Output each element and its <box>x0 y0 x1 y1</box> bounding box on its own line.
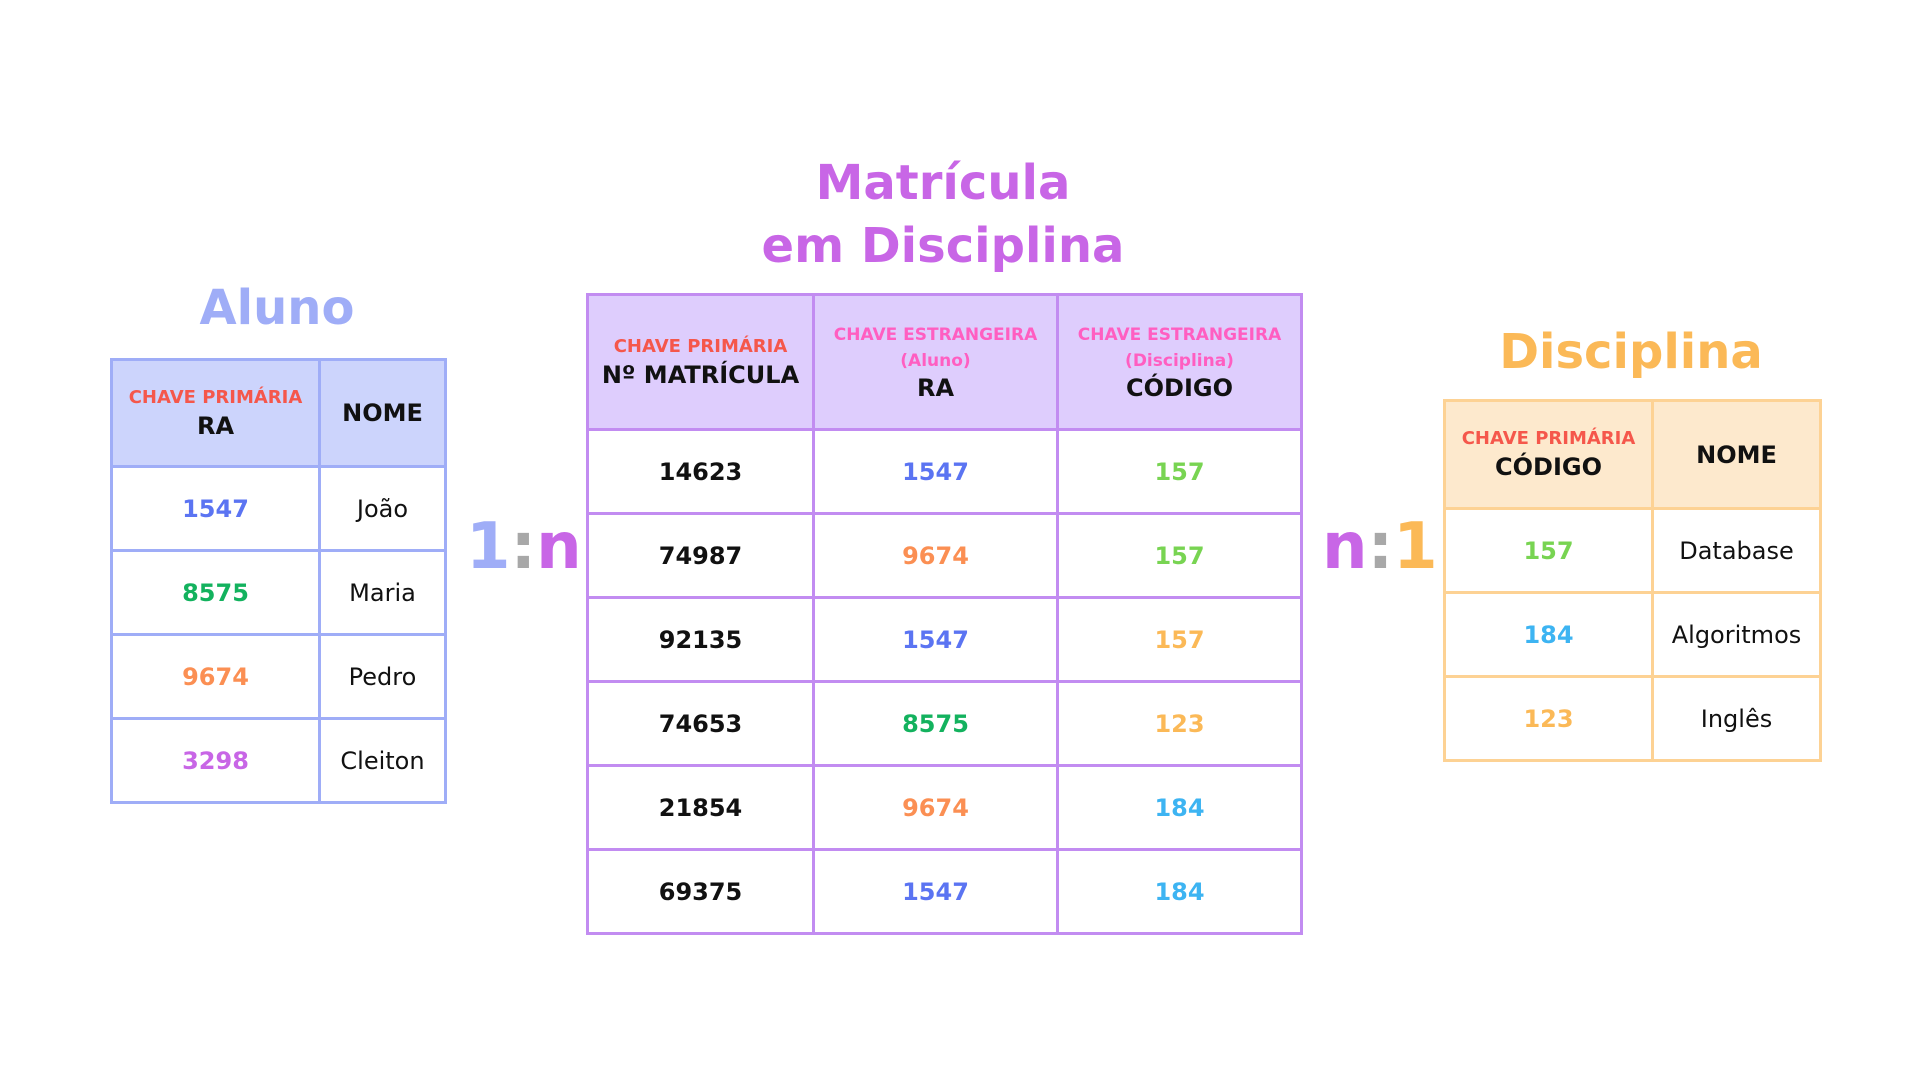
foreign-key-ref: (Disciplina) <box>1125 351 1234 371</box>
matricula-col-matricula: Nº MATRÍCULA <box>601 360 800 389</box>
table-row: 14623 1547 157 <box>586 428 1303 515</box>
disciplina-title: Disciplina <box>1499 324 1763 380</box>
aluno-ra-cell: 9674 <box>110 633 321 720</box>
aluno-title: Aluno <box>199 280 355 336</box>
table-row: 3298 Cleiton <box>110 717 447 804</box>
matricula-codigo-cell: 157 <box>1056 428 1303 515</box>
disciplina-nome-cell: Inglês <box>1651 675 1822 762</box>
cardinality-many: n <box>1322 510 1368 584</box>
disciplina-codigo-cell: 184 <box>1443 591 1654 678</box>
aluno-col-ra: RA <box>196 411 235 440</box>
table-row: 184 Algoritmos <box>1443 591 1822 678</box>
table-row: 8575 Maria <box>110 549 447 636</box>
matricula-id-cell: 14623 <box>586 428 815 515</box>
disciplina-nome-cell: Algoritmos <box>1651 591 1822 678</box>
matricula-title-line2: em Disciplina <box>761 218 1125 274</box>
primary-key-label: CHAVE PRIMÁRIA <box>1461 428 1636 449</box>
table-row: 9674 Pedro <box>110 633 447 720</box>
primary-key-label: CHAVE PRIMÁRIA <box>613 335 788 357</box>
aluno-col-nome: NOME <box>318 358 447 468</box>
disciplina-col-nome: NOME <box>1651 399 1822 510</box>
matricula-ra-cell: 9674 <box>812 512 1059 599</box>
aluno-header-row: CHAVE PRIMÁRIA RA NOME <box>110 358 447 468</box>
table-row: 69375 1547 184 <box>586 848 1303 935</box>
aluno-table: CHAVE PRIMÁRIA RA NOME 1547 João 8575 Ma… <box>110 358 447 804</box>
aluno-nome-cell: Maria <box>318 549 447 636</box>
matricula-id-cell: 21854 <box>586 764 815 851</box>
disciplina-header-row: CHAVE PRIMÁRIA CÓDIGO NOME <box>1443 399 1822 510</box>
matricula-ra-cell: 1547 <box>812 428 1059 515</box>
aluno-header-ra: CHAVE PRIMÁRIA RA <box>110 358 321 468</box>
cardinality-one: 1 <box>1393 510 1438 584</box>
matricula-header-row: CHAVE PRIMÁRIA Nº MATRÍCULA CHAVE ESTRAN… <box>586 293 1303 431</box>
matricula-ra-cell: 1547 <box>812 848 1059 935</box>
table-row: 157 Database <box>1443 507 1822 594</box>
relationship-one-to-many: 1:n <box>466 512 582 582</box>
matricula-codigo-cell: 184 <box>1056 764 1303 851</box>
aluno-nome-cell: Cleiton <box>318 717 447 804</box>
aluno-ra-cell: 8575 <box>110 549 321 636</box>
matricula-codigo-cell: 157 <box>1056 512 1303 599</box>
cardinality-separator: : <box>510 510 537 584</box>
foreign-key-ref: (Aluno) <box>900 351 971 371</box>
matricula-header-ra: CHAVE ESTRANGEIRA (Aluno) RA <box>812 293 1059 431</box>
aluno-ra-cell: 3298 <box>110 717 321 804</box>
matricula-ra-cell: 8575 <box>812 680 1059 767</box>
matricula-id-cell: 69375 <box>586 848 815 935</box>
table-row: 74653 8575 123 <box>586 680 1303 767</box>
cardinality-separator: : <box>1367 510 1394 584</box>
primary-key-label: CHAVE PRIMÁRIA <box>128 386 303 408</box>
disciplina-table: CHAVE PRIMÁRIA CÓDIGO NOME 157 Database … <box>1443 399 1822 762</box>
matricula-codigo-cell: 157 <box>1056 596 1303 683</box>
matricula-ra-cell: 1547 <box>812 596 1059 683</box>
cardinality-one: 1 <box>466 510 511 584</box>
disciplina-nome-cell: Database <box>1651 507 1822 594</box>
disciplina-codigo-cell: 157 <box>1443 507 1654 594</box>
matricula-codigo-cell: 184 <box>1056 848 1303 935</box>
aluno-nome-cell: Pedro <box>318 633 447 720</box>
table-row: 74987 9674 157 <box>586 512 1303 599</box>
matricula-table: CHAVE PRIMÁRIA Nº MATRÍCULA CHAVE ESTRAN… <box>586 293 1303 935</box>
matricula-title: Matrícula em Disciplina <box>586 152 1300 278</box>
matricula-ra-cell: 9674 <box>812 764 1059 851</box>
cardinality-many: n <box>536 510 582 584</box>
disciplina-codigo-cell: 123 <box>1443 675 1654 762</box>
matricula-codigo-cell: 123 <box>1056 680 1303 767</box>
matricula-header-matricula: CHAVE PRIMÁRIA Nº MATRÍCULA <box>586 293 815 431</box>
matricula-id-cell: 74653 <box>586 680 815 767</box>
matricula-id-cell: 74987 <box>586 512 815 599</box>
matricula-title-line1: Matrícula <box>815 155 1071 211</box>
matricula-id-cell: 92135 <box>586 596 815 683</box>
disciplina-col-codigo: CÓDIGO <box>1495 453 1602 481</box>
disciplina-header-codigo: CHAVE PRIMÁRIA CÓDIGO <box>1443 399 1654 510</box>
table-row: 1547 João <box>110 465 447 552</box>
matricula-header-codigo: CHAVE ESTRANGEIRA (Disciplina) CÓDIGO <box>1056 293 1303 431</box>
aluno-ra-cell: 1547 <box>110 465 321 552</box>
table-row: 21854 9674 184 <box>586 764 1303 851</box>
matricula-col-codigo: CÓDIGO <box>1126 374 1233 402</box>
table-row: 123 Inglês <box>1443 675 1822 762</box>
relationship-many-to-one: n:1 <box>1322 512 1438 582</box>
foreign-key-label: CHAVE ESTRANGEIRA <box>833 325 1038 345</box>
foreign-key-label: CHAVE ESTRANGEIRA <box>1077 325 1282 345</box>
aluno-nome-cell: João <box>318 465 447 552</box>
matricula-col-ra: RA <box>916 374 955 402</box>
table-row: 92135 1547 157 <box>586 596 1303 683</box>
